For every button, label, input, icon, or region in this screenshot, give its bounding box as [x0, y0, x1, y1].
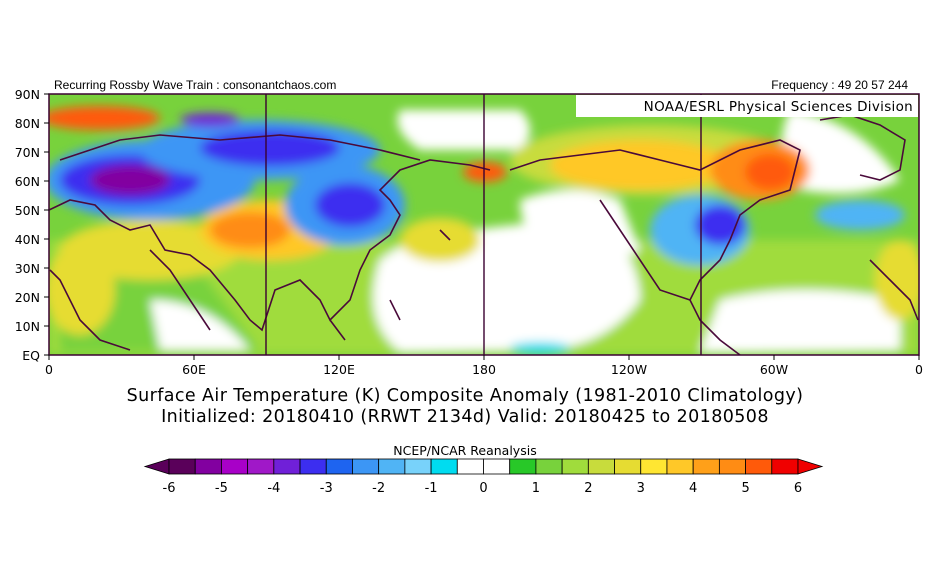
colorbar-swatch — [247, 458, 275, 475]
coastlines — [49, 114, 919, 355]
colorbar-swatch — [587, 458, 615, 475]
colorbar-swatch — [535, 458, 563, 475]
colorbar-swatch — [273, 458, 301, 475]
colorbar-tick: -4 — [267, 481, 280, 496]
lat-label: 20N — [15, 290, 40, 305]
colorbar-tick: -5 — [215, 481, 228, 496]
lat-label: 10N — [15, 319, 40, 334]
colorbar-swatch — [430, 458, 458, 475]
header-source: Recurring Rossby Wave Train : consonantc… — [54, 78, 337, 92]
colorbar-tick: -6 — [163, 481, 176, 496]
colorbar-ticks: -6 -5 -4 -3 -2 -1 0 1 2 3 4 5 6 — [163, 481, 803, 496]
lat-label: 40N — [15, 232, 40, 247]
colorbar-swatch — [299, 458, 327, 475]
colorbar-swatch — [666, 458, 694, 475]
colorbar-swatch — [745, 458, 773, 475]
lat-label: 70N — [15, 145, 40, 160]
credit-box — [576, 95, 918, 117]
colorbar-tick: 1 — [532, 481, 540, 496]
colorbar-swatch — [168, 458, 196, 475]
colorbar-swatches — [143, 458, 824, 475]
latitude-labels: 90N 80N 70N 60N 50N 40N 30N 20N 10N EQ — [15, 87, 40, 363]
longitude-labels: 0 60E 120E 180 120W 60W 0 — [45, 362, 923, 377]
colorbar-swatch — [640, 458, 668, 475]
colorbar-swatch — [692, 458, 720, 475]
colorbar-arrow-right — [797, 458, 824, 475]
colorbar-swatch — [718, 458, 746, 475]
colorbar-swatch — [404, 458, 432, 475]
colorbar-tick: -2 — [372, 481, 385, 496]
lon-label: 0 — [915, 362, 923, 377]
colorbar-swatch — [194, 458, 222, 475]
colorbar-label: NCEP/NCAR Reanalysis — [393, 443, 537, 458]
colorbar-tick: 3 — [637, 481, 645, 496]
lon-label: 60E — [182, 362, 206, 377]
colorbar-swatch — [456, 458, 484, 475]
meridian-lines — [265, 94, 702, 355]
lat-label: 60N — [15, 174, 40, 189]
anomaly-field — [49, 94, 919, 355]
colorbar-swatch — [561, 458, 589, 475]
colorbar-tick: 0 — [479, 481, 487, 496]
colorbar-swatch — [325, 458, 353, 475]
lon-label: 120W — [611, 362, 647, 377]
lon-label: 0 — [45, 362, 53, 377]
colorbar-swatch — [509, 458, 537, 475]
lon-label: 60W — [760, 362, 788, 377]
colorbar-swatch — [378, 458, 406, 475]
lat-label: 80N — [15, 116, 40, 131]
colorbar-tick: 4 — [689, 481, 697, 496]
header-frequency: Frequency : 49 20 57 244 — [771, 78, 908, 92]
colorbar-swatch — [771, 458, 799, 475]
chart-subtitle: Initialized: 20180410 (RRWT 2134d) Valid… — [161, 407, 769, 427]
colorbar-swatch — [352, 458, 380, 475]
lon-ticks — [48, 355, 920, 360]
lat-ticks — [44, 93, 49, 356]
lat-label: 90N — [15, 87, 40, 102]
colorbar-tick: 5 — [741, 481, 749, 496]
colorbar-tick: 2 — [584, 481, 592, 496]
chart-title: Surface Air Temperature (K) Composite An… — [126, 386, 804, 406]
lat-label: 50N — [15, 203, 40, 218]
lat-label: EQ — [22, 348, 40, 363]
colorbar-swatch — [221, 458, 249, 475]
colorbar-tick: -3 — [320, 481, 333, 496]
colorbar-swatch — [483, 458, 511, 475]
lon-label: 180 — [472, 362, 496, 377]
colorbar-tick: -1 — [425, 481, 438, 496]
lon-label: 120E — [323, 362, 355, 377]
credit-text: NOAA/ESRL Physical Sciences Division — [644, 99, 913, 115]
colorbar-swatch — [614, 458, 642, 475]
lat-label: 30N — [15, 261, 40, 276]
anomaly-map: NOAA/ESRL Physical Sciences Division 90N… — [15, 87, 923, 377]
colorbar-arrow-left — [143, 458, 170, 475]
colorbar-tick: 6 — [794, 481, 802, 496]
